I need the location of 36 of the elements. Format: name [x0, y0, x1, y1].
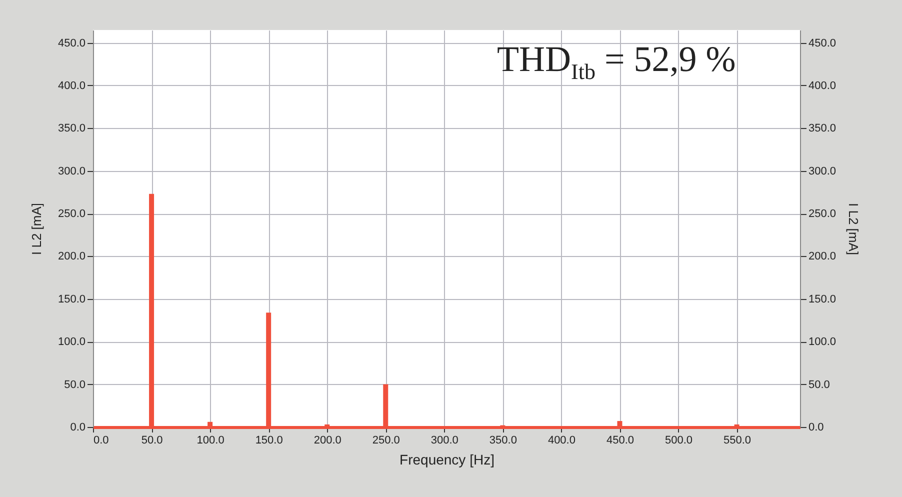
x-tick-label: 300.0	[430, 434, 458, 446]
y2-tick-label: 300.0	[808, 165, 836, 178]
x-tick-label: 400.0	[548, 434, 576, 446]
x-tick-label: 550.0	[724, 434, 752, 446]
y-tick-label: 350.0	[58, 122, 86, 135]
annotation: THD$_{Itb}$ = 52,9 %	[497, 38, 736, 86]
x-tick-label: 250.0	[372, 434, 400, 446]
y-tick-label: 50.0	[64, 378, 86, 391]
x-tick-label: 200.0	[314, 434, 342, 446]
x-tick-label: 450.0	[606, 434, 634, 446]
y2-tick-label: 0.0	[808, 422, 824, 434]
y2-tick-label: 150.0	[808, 293, 836, 306]
x-tick-label: 350.0	[489, 434, 517, 446]
y2-tick-label: 400.0	[808, 80, 836, 92]
y-tick-label: 150.0	[58, 293, 86, 306]
y2-tick-label: 50.0	[808, 378, 830, 391]
x-tick-label: 100.0	[196, 434, 224, 446]
x-tick-label: 50.0	[141, 434, 163, 446]
y2-axis-title: I L2 [mA]	[846, 202, 862, 256]
y-tick-label: 250.0	[58, 208, 86, 220]
x-tick-label: 0.0	[94, 434, 109, 446]
y2-tick-label: 250.0	[808, 208, 836, 220]
y-tick-label: 400.0	[58, 80, 86, 92]
y2-tick-label: 100.0	[808, 336, 836, 348]
y-tick-label: 200.0	[58, 250, 86, 263]
y-axis-title: I L2 [mA]	[28, 202, 44, 256]
y2-tick-label: 350.0	[808, 122, 836, 135]
x-axis-title: Frequency [Hz]	[400, 452, 494, 468]
y-tick-label: 0.0	[70, 422, 86, 434]
y2-tick-label: 200.0	[808, 250, 836, 263]
x-tick-label: 500.0	[665, 434, 693, 446]
y-tick-label: 100.0	[58, 336, 86, 348]
y2-tick-label: 450.0	[808, 37, 836, 50]
y-tick-label: 450.0	[58, 37, 86, 50]
y-tick-label: 300.0	[58, 165, 86, 178]
x-tick-label: 150.0	[255, 434, 283, 446]
